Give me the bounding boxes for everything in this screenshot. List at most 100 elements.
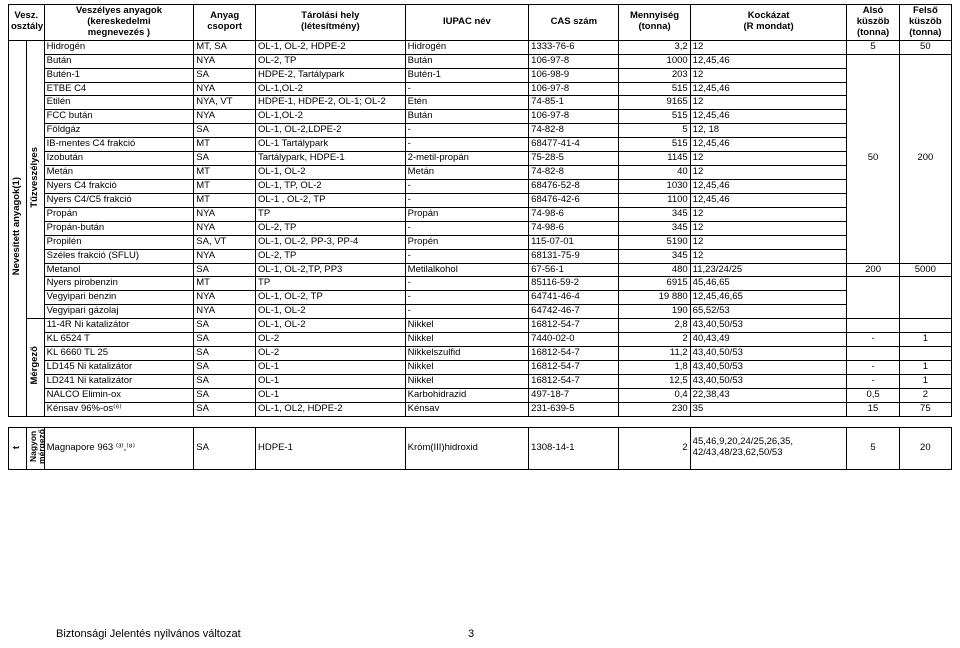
cell: 1,8 xyxy=(619,360,690,374)
cell: 345 xyxy=(619,249,690,263)
cell: 106-97-8 xyxy=(529,54,619,68)
cell: NYA xyxy=(194,249,256,263)
cell: LD145 Ni katalizátor xyxy=(44,360,194,374)
cell: - xyxy=(405,221,529,235)
cell: - xyxy=(405,82,529,96)
table-row: PropilénSA, VTOL-1, OL-2, PP-3, PP-4Prop… xyxy=(9,235,952,249)
cell: FCC bután xyxy=(44,110,194,124)
cell: Nikkel xyxy=(405,319,529,333)
cell: 43,40,50/53 xyxy=(690,347,847,361)
cell: 11,2 xyxy=(619,347,690,361)
cell: Nikkelszulfid xyxy=(405,347,529,361)
vertical-label: Mérgező xyxy=(26,319,44,416)
cell: Nyers C4 frakció xyxy=(44,179,194,193)
cell: OL-1 Tartálypark xyxy=(256,138,406,152)
cell: MT xyxy=(194,138,256,152)
cell: Butén-1 xyxy=(405,68,529,82)
cell: 68477-41-4 xyxy=(529,138,619,152)
cell: ETBE C4 xyxy=(44,82,194,96)
spacer-row xyxy=(9,416,952,427)
cell: Metán xyxy=(405,166,529,180)
cell: OL-1, OL-2 xyxy=(256,166,406,180)
cell: - xyxy=(405,138,529,152)
cell: OL-2 xyxy=(256,347,406,361)
cell: SA xyxy=(194,152,256,166)
cell xyxy=(847,277,899,319)
table-row: ETBE C4NYAOL-1,OL-2-106-97-851512,45,46 xyxy=(9,82,952,96)
table-row: Kénsav 96%-os⁽⁶⁾SAOL-1, OL2, HDPE-2Kénsa… xyxy=(9,402,952,416)
cell: 74-85-1 xyxy=(529,96,619,110)
cell: Metanol xyxy=(44,263,194,277)
cell: 12 xyxy=(690,235,847,249)
cell: OL-1,OL-2 xyxy=(256,82,406,96)
cell: SA xyxy=(194,319,256,333)
cell: 1145 xyxy=(619,152,690,166)
cell: 12,45,46 xyxy=(690,54,847,68)
cell: Nyers pirobenzin xyxy=(44,277,194,291)
cell: 11-4R Ni katalizátor xyxy=(44,319,194,333)
table-row: Mérgező11-4R Ni katalizátorSAOL-1, OL-2N… xyxy=(9,319,952,333)
cell: Etilén xyxy=(44,96,194,110)
cell: - xyxy=(405,277,529,291)
cell: 12,45,46 xyxy=(690,110,847,124)
cell: 9165 xyxy=(619,96,690,110)
table-row: tNagyon mérgezőMagnapore 963 ⁽³⁾,⁽⁸⁾SAHD… xyxy=(9,427,952,469)
cell: 345 xyxy=(619,207,690,221)
cell: 1030 xyxy=(619,179,690,193)
table-row: IB-mentes C4 frakcióMTOL-1 Tartálypark-6… xyxy=(9,138,952,152)
cell: SA xyxy=(194,360,256,374)
cell: 64742-46-7 xyxy=(529,305,619,319)
cell: 12 xyxy=(690,152,847,166)
col-anyag-csoport: Anyag csoport xyxy=(194,5,256,41)
cell: 11,23/24/25 xyxy=(690,263,847,277)
cell: 5 xyxy=(847,40,899,54)
cell: 1000 xyxy=(619,54,690,68)
hazardous-materials-table: Vesz. osztály Veszélyes anyagok (kereske… xyxy=(8,4,952,470)
cell: MT xyxy=(194,277,256,291)
cell: 16812-54-7 xyxy=(529,319,619,333)
cell: OL-1,OL-2 xyxy=(256,110,406,124)
cell: Metán xyxy=(44,166,194,180)
cell: 64741-46-4 xyxy=(529,291,619,305)
page-number: 3 xyxy=(468,628,474,640)
cell: OL-1 xyxy=(256,388,406,402)
cell: 7440-02-0 xyxy=(529,333,619,347)
cell: 5 xyxy=(847,427,899,469)
cell: 68476-52-8 xyxy=(529,179,619,193)
cell: 1 xyxy=(899,360,951,374)
cell: SA xyxy=(194,124,256,138)
cell: 12,45,46 xyxy=(690,193,847,207)
table-row: Nyers pirobenzinMTTP-85116-59-2691545,46… xyxy=(9,277,952,291)
cell: 3,2 xyxy=(619,40,690,54)
cell: 16812-54-7 xyxy=(529,374,619,388)
table-row: KL 6524 TSAOL-2Nikkel7440-02-0240,43,49-… xyxy=(9,333,952,347)
cell: 106-97-8 xyxy=(529,110,619,124)
cell: Széles frakció (SFLU) xyxy=(44,249,194,263)
cell: Bután xyxy=(405,110,529,124)
cell: 85116-59-2 xyxy=(529,277,619,291)
cell: Bután xyxy=(405,54,529,68)
cell: Izobután xyxy=(44,152,194,166)
table-row: FCC butánNYAOL-1,OL-2Bután106-97-851512,… xyxy=(9,110,952,124)
cell: 0,4 xyxy=(619,388,690,402)
table-row: IzobutánSATartálypark, HDPE-12-metil-pro… xyxy=(9,152,952,166)
cell: 1333-76-6 xyxy=(529,40,619,54)
cell: 497-18-7 xyxy=(529,388,619,402)
cell: NYA xyxy=(194,82,256,96)
col-tarolasi-hely: Tárolási hely (létesítmény) xyxy=(256,5,406,41)
cell: OL-2 xyxy=(256,333,406,347)
cell: Propilén xyxy=(44,235,194,249)
cell: SA xyxy=(194,388,256,402)
cell: MT xyxy=(194,166,256,180)
cell: OL-1 xyxy=(256,360,406,374)
cell: 6915 xyxy=(619,277,690,291)
cell: - xyxy=(405,305,529,319)
cell: 2,8 xyxy=(619,319,690,333)
cell: 12,5 xyxy=(619,374,690,388)
cell: Króm(III)hidroxid xyxy=(405,427,529,469)
cell: 5190 xyxy=(619,235,690,249)
cell: 106-97-8 xyxy=(529,82,619,96)
cell: 12,45,46 xyxy=(690,82,847,96)
cell: SA xyxy=(194,427,256,469)
page-container: Vesz. osztály Veszélyes anyagok (kereske… xyxy=(0,0,960,648)
